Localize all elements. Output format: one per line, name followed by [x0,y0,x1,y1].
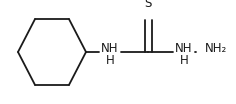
Text: NH: NH [101,41,119,54]
Text: H: H [106,54,114,67]
Text: NH₂: NH₂ [205,41,227,54]
Text: S: S [144,0,152,10]
Text: H: H [180,54,188,67]
Text: NH: NH [175,41,193,54]
